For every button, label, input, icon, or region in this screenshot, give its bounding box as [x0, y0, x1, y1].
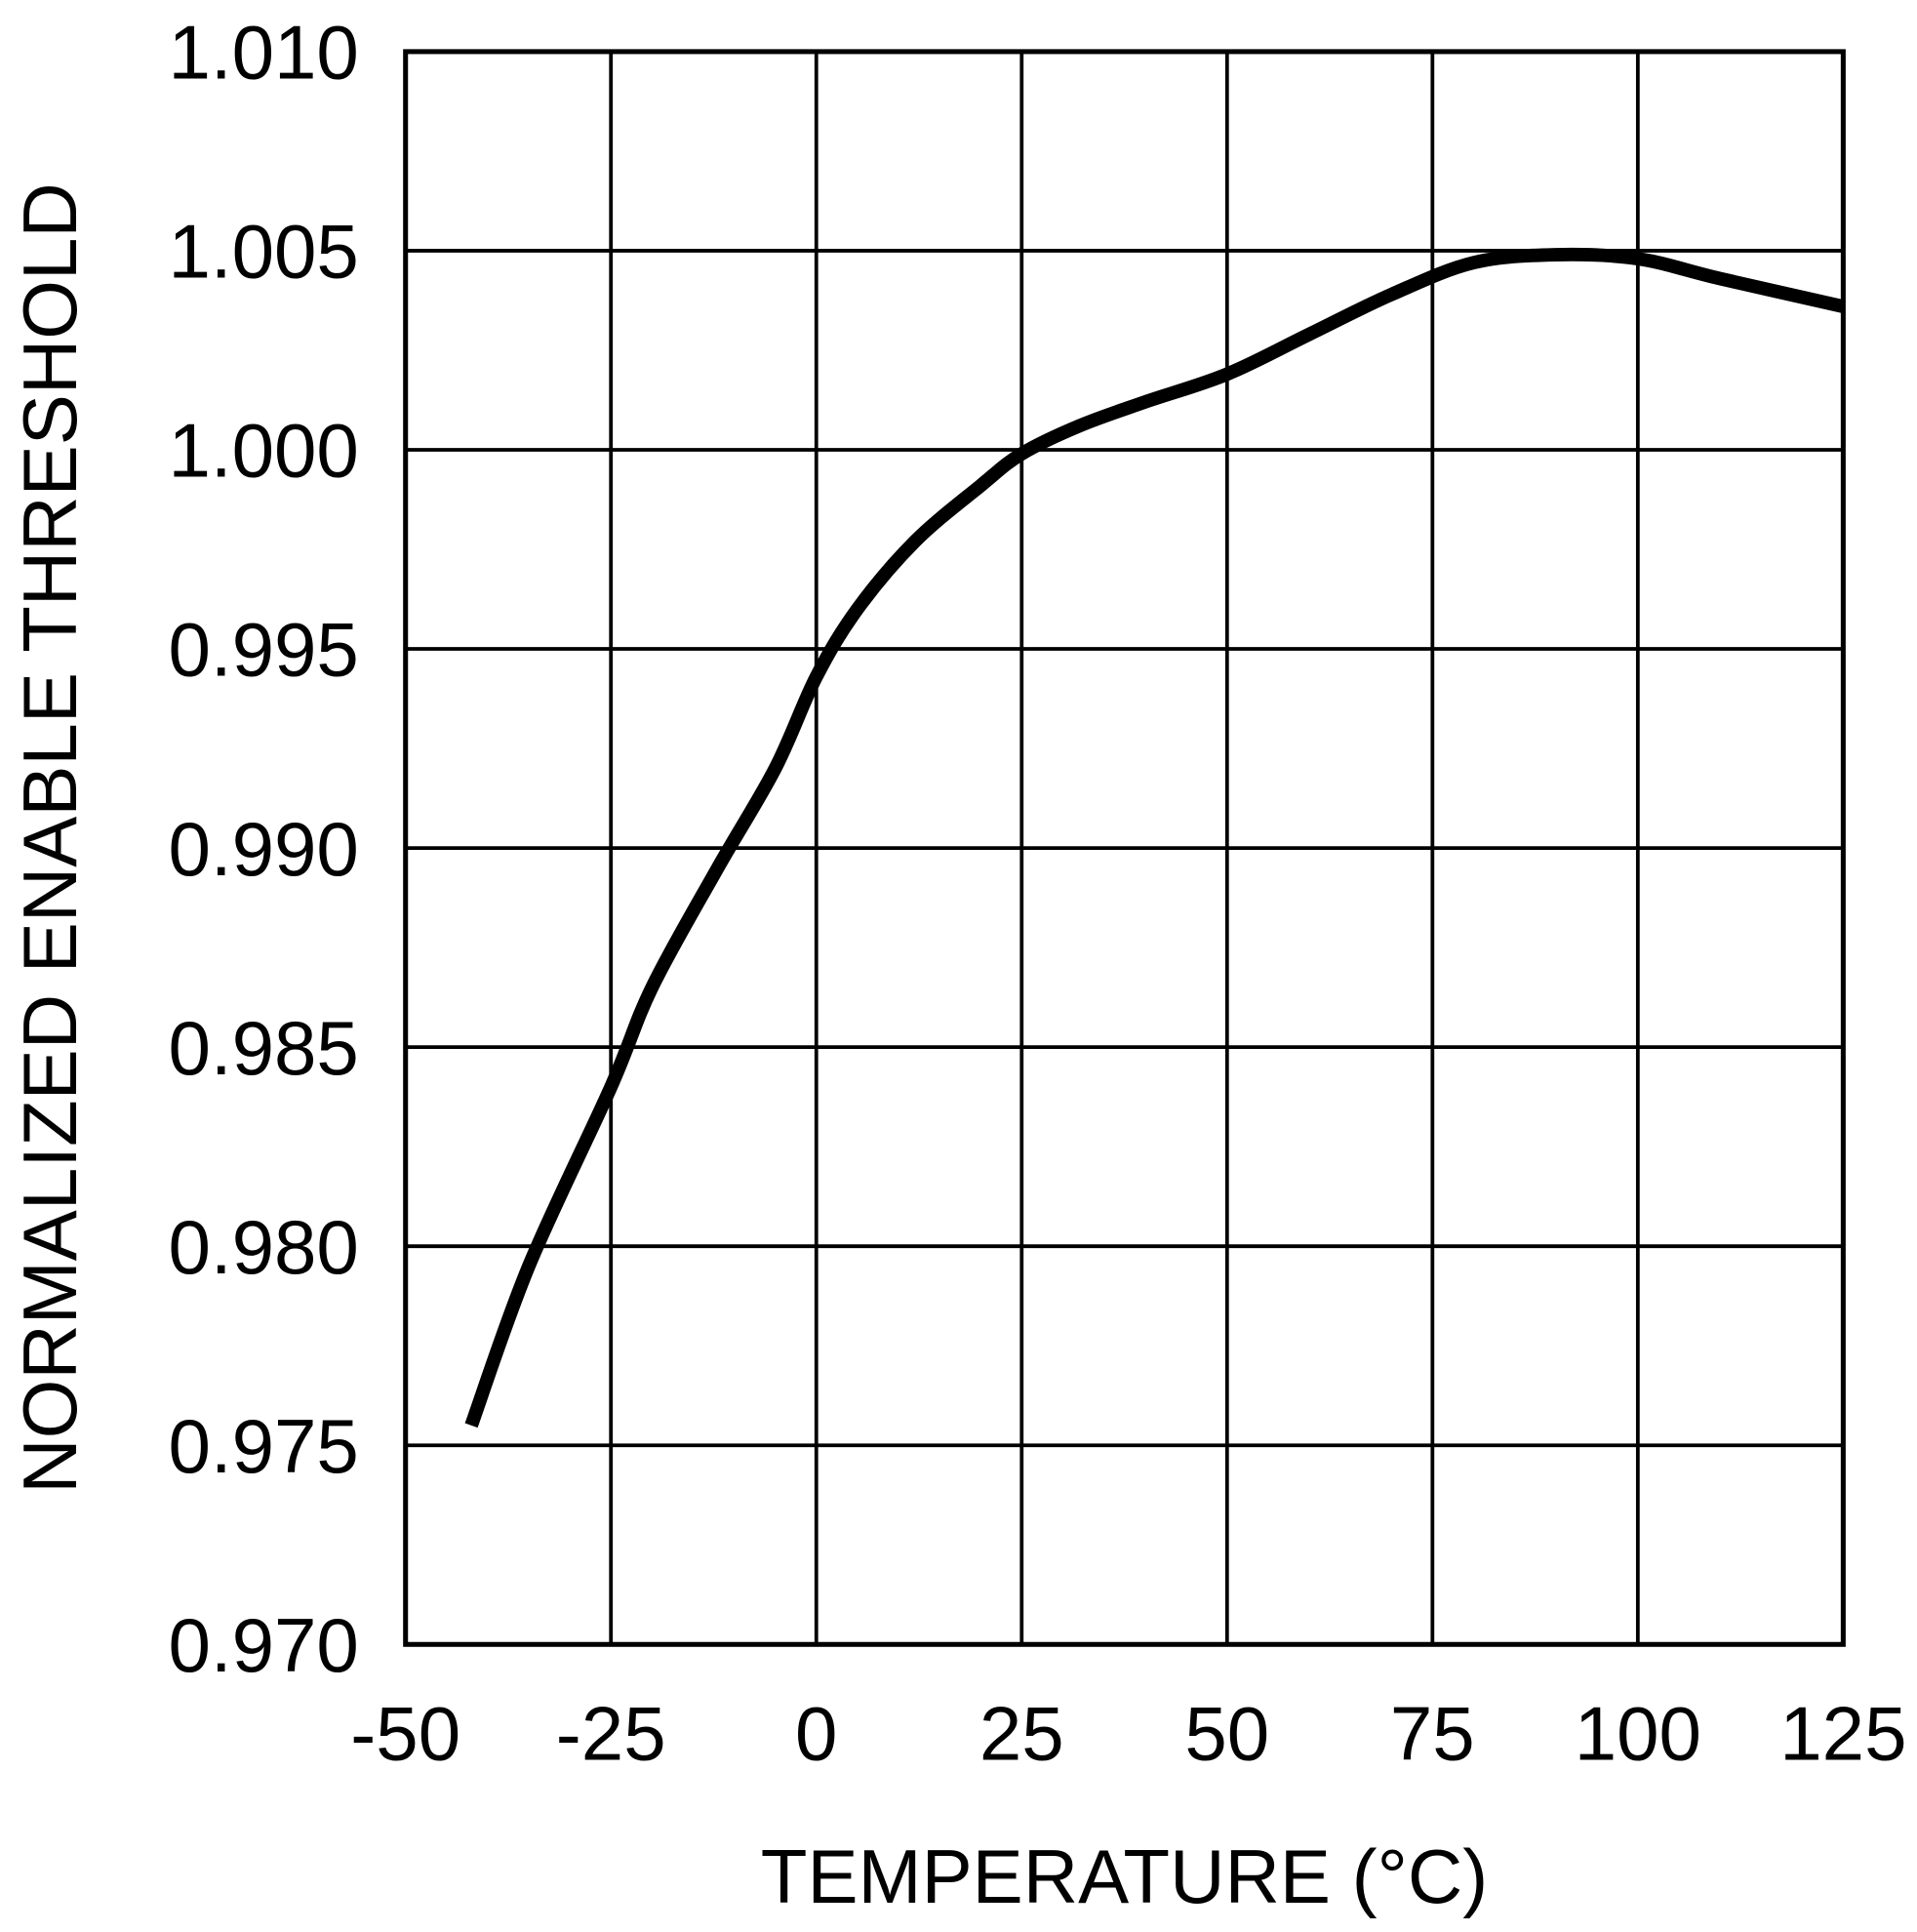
x-axis-label: TEMPERATURE (°C): [761, 1833, 1488, 1919]
x-tick-label: 125: [1779, 1691, 1906, 1777]
x-tick-label: 100: [1575, 1691, 1701, 1777]
x-tick-label: 0: [795, 1691, 837, 1777]
y-tick-label: 0.995: [168, 607, 358, 693]
series-line: [464, 247, 1845, 1429]
y-axis-label: NORMALIZED ENABLE THRESHOLD: [7, 182, 93, 1494]
x-tick-label: -25: [556, 1691, 666, 1777]
y-tick-label: 0.980: [168, 1204, 358, 1290]
x-tick-label: 25: [979, 1691, 1064, 1777]
tick-labels: -50 -25 0 25 50 75 100 125 0.970 0.975 0.980 0.985 0…: [168, 10, 1906, 1777]
y-tick-label: 0.970: [168, 1602, 358, 1688]
plot-frame: [403, 49, 1846, 1647]
y-tick-label: 0.990: [168, 806, 358, 892]
y-tick-label: 1.010: [168, 10, 358, 96]
y-tick-label: 1.000: [168, 408, 358, 494]
x-tick-label: 50: [1184, 1691, 1269, 1777]
y-tick-label: 1.005: [168, 209, 358, 295]
y-tick-label: 0.985: [168, 1005, 358, 1091]
y-tick-label: 0.975: [168, 1403, 358, 1489]
grid: [403, 50, 1846, 1647]
x-tick-label: 75: [1390, 1691, 1475, 1777]
x-tick-label: -50: [350, 1691, 460, 1777]
